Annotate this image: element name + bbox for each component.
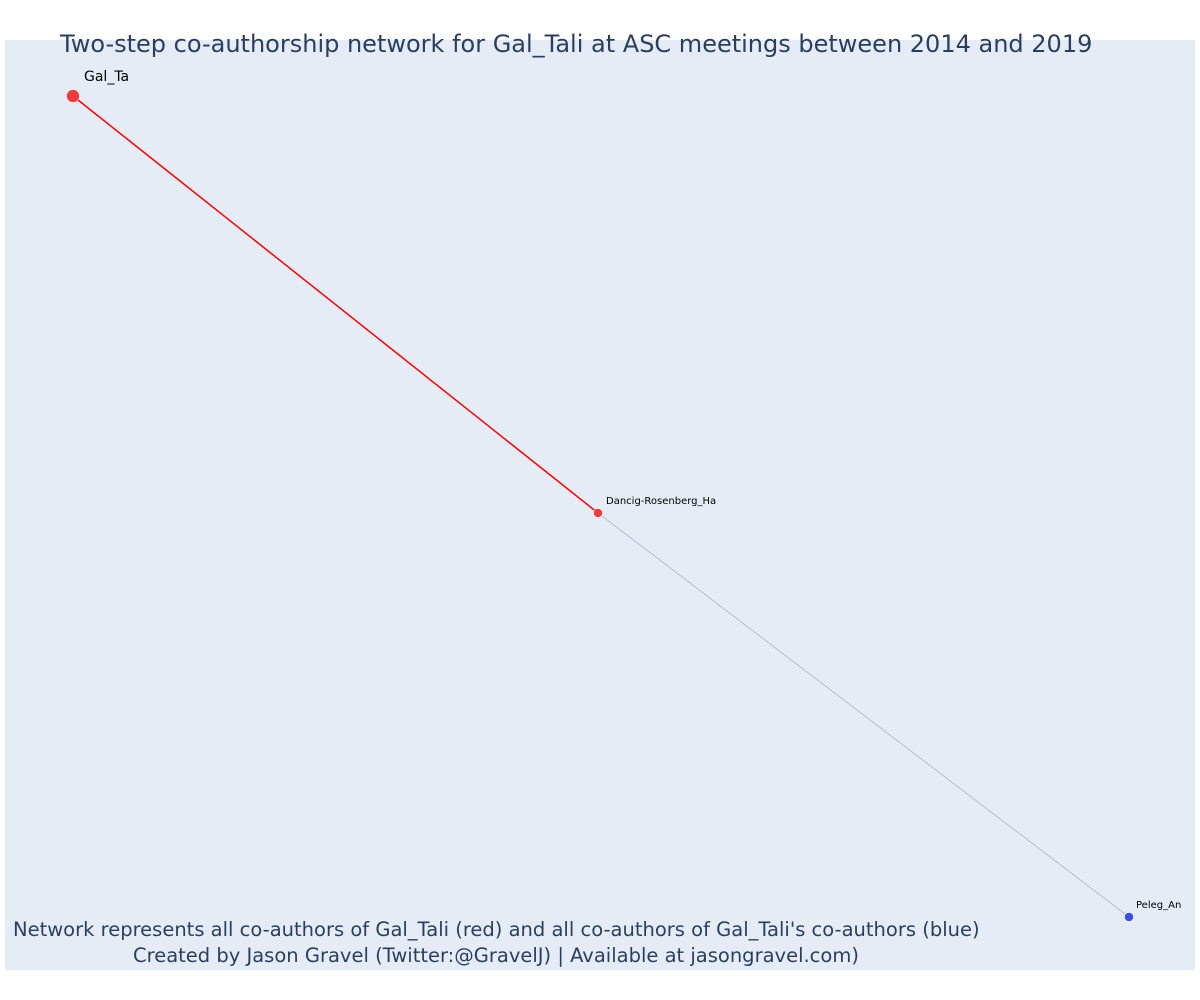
node-label-peleg: Peleg_An [1136, 900, 1181, 911]
caption-line-2: Created by Jason Gravel (Twitter:@Gravel… [133, 944, 859, 967]
caption-line-1: Network represents all co-authors of Gal… [13, 918, 980, 941]
node-dancig[interactable] [593, 508, 603, 518]
node-label-gal: Gal_Ta [84, 69, 129, 85]
node-label-dancig: Dancig-Rosenberg_Ha [606, 496, 716, 507]
edge-dancig-peleg [597, 512, 1130, 918]
chart-title: Two-step co-authorship network for Gal_T… [60, 30, 1093, 58]
node-gal[interactable] [66, 89, 80, 103]
node-peleg[interactable] [1124, 912, 1134, 922]
plot-area [5, 40, 1195, 970]
edge-gal-dancig [72, 95, 599, 514]
